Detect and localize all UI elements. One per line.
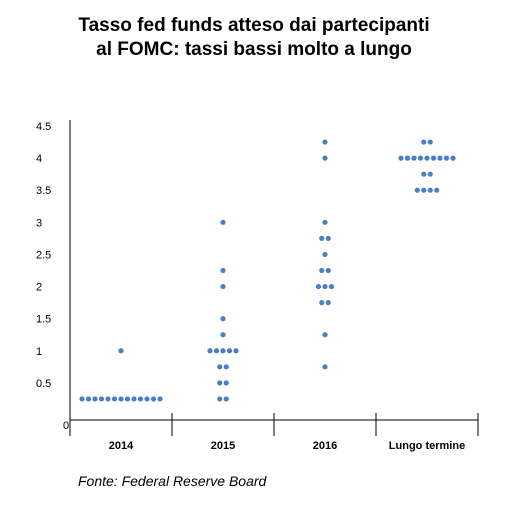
data-dot [434,187,440,193]
data-dot [325,267,331,274]
chart-title-line-2: al FOMC: tassi bassi molto a lungo [96,39,412,60]
data-dot [223,364,229,370]
data-dot [226,348,233,354]
data-dot [157,396,163,402]
data-dot [105,396,111,402]
data-dot [430,155,437,161]
data-dot [223,396,229,402]
data-dot [220,219,226,225]
data-dot [118,396,124,402]
data-dot [220,283,226,290]
data-dot [322,332,328,338]
data-dot [421,187,427,193]
y-tick-label: 0 [63,420,69,432]
data-dots [79,139,456,402]
y-tick-label: 2.5 [36,249,51,261]
data-dot [398,155,404,161]
data-dot [217,380,223,386]
y-tick-label: 0.5 [36,378,51,390]
data-dot [79,396,85,402]
data-dot [325,235,331,241]
data-dot [417,155,424,161]
y-tick-label: 1 [36,346,42,358]
data-dot [319,267,325,274]
data-dot [427,171,433,177]
data-dot [411,155,417,161]
data-dot [424,155,430,161]
axes [69,120,479,436]
data-dot [213,348,220,354]
y-tick-label: 1.5 [36,314,51,326]
data-dot [328,283,335,290]
y-tick-label: 3.5 [36,185,51,197]
x-tick-labels: 2014 2015 2016 Lungo termine [109,440,465,452]
data-dot [404,155,411,161]
data-dot [220,348,226,354]
data-dot [150,396,157,402]
data-dot [118,348,124,354]
data-dot [322,283,328,290]
chart-title: Tasso fed funds atteso dai partecipanti … [0,14,508,62]
data-dot [85,396,92,402]
x-tick-label: Lungo termine [389,440,465,452]
data-dot [223,380,229,386]
data-dot [124,396,131,402]
data-dot [220,267,226,274]
y-tick-label: 2 [36,282,42,294]
data-dot [207,348,213,354]
y-tick-label: 3 [36,217,42,229]
data-dot [137,396,144,402]
data-dot [322,364,328,370]
data-dot [131,396,137,402]
y-tick-label: 4.5 [36,121,51,133]
data-dot [319,235,325,241]
data-dot [111,396,118,402]
y-tick-labels: 0 0.5 1 1.5 2 2.5 3 3.5 4 4.5 [36,121,69,432]
data-dot [414,187,420,193]
data-dot [421,139,427,145]
chart-title-line-1: Tasso fed funds atteso dai partecipanti [78,15,430,36]
data-dot [92,396,98,402]
data-dot [322,155,328,161]
data-dot [322,219,328,225]
data-dot [233,348,239,354]
x-tick-label: 2014 [109,440,134,452]
data-dot [322,251,328,258]
data-dot [217,396,223,402]
data-dot [437,155,443,161]
data-dot [427,139,433,145]
data-dot [144,396,150,402]
data-dot [315,283,322,290]
data-dot [217,364,223,370]
data-dot [220,332,226,338]
data-dot [322,139,328,145]
data-dot [450,155,456,161]
x-tick-label: 2016 [313,440,337,452]
source-note: Fonte: Federal Reserve Board [78,473,267,489]
data-dot [220,316,226,322]
data-dot [421,171,427,177]
data-dot [319,300,325,306]
data-dot [325,300,331,306]
data-dot [98,396,105,402]
x-tick-label: 2015 [211,440,235,452]
data-dot [427,187,433,193]
y-tick-label: 4 [36,153,42,165]
data-dot [443,155,450,161]
